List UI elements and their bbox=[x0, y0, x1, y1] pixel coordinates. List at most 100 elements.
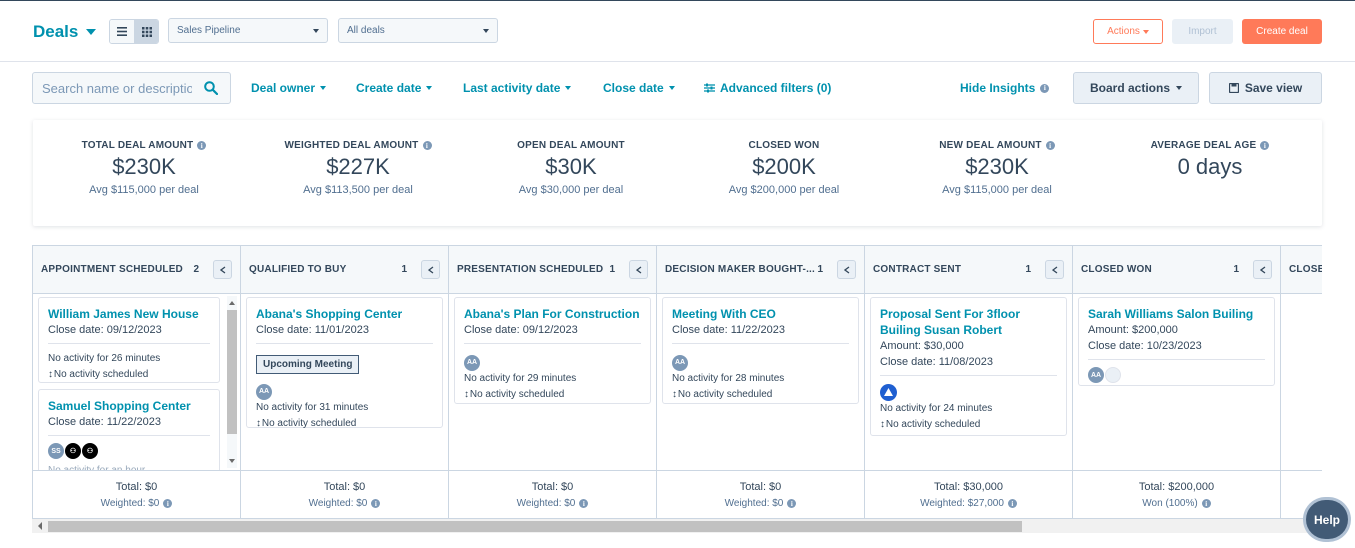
info-icon[interactable]: i bbox=[787, 499, 797, 508]
scrollbar-thumb[interactable] bbox=[227, 310, 237, 434]
create-deal-button[interactable]: Create deal bbox=[1242, 19, 1322, 44]
avatar[interactable]: AA bbox=[672, 354, 688, 371]
scroll-left-icon[interactable] bbox=[36, 521, 44, 531]
help-button[interactable]: Help bbox=[1306, 500, 1348, 539]
pipeline-select-value: Sales Pipeline bbox=[177, 25, 241, 36]
grid-icon bbox=[141, 26, 152, 37]
search-icon[interactable] bbox=[204, 81, 218, 95]
last-activity-date-filter[interactable]: Last activity date bbox=[463, 81, 572, 95]
column-count: 1 bbox=[817, 264, 823, 275]
board-actions-button[interactable]: Board actions bbox=[1073, 72, 1199, 104]
collapse-column-button[interactable] bbox=[213, 260, 232, 279]
collapse-column-button[interactable] bbox=[629, 260, 648, 279]
scroll-down-icon[interactable] bbox=[227, 457, 237, 465]
info-icon[interactable]: i bbox=[1007, 499, 1017, 508]
column-total: Total: $0 bbox=[531, 481, 574, 493]
deal-owner-filter[interactable]: Deal owner bbox=[251, 81, 327, 95]
deal-name-link[interactable]: Abana's Shopping Center bbox=[256, 307, 403, 321]
deal-card[interactable]: William James New House Close date: 09/1… bbox=[38, 297, 220, 383]
column-total: Total: $0 bbox=[739, 481, 782, 493]
deal-card[interactable]: Meeting With CEO Close date: 11/22/2023 … bbox=[662, 297, 859, 404]
hide-insights-button[interactable]: Hide Insights i bbox=[960, 81, 1050, 95]
user-silhouette-icon[interactable]: ⚇ bbox=[82, 443, 98, 459]
chevron-down-icon bbox=[313, 28, 319, 33]
collapse-column-button[interactable] bbox=[837, 260, 856, 279]
metric-label: WEIGHTED DEAL AMOUNT bbox=[284, 140, 419, 151]
company-logo-icon[interactable] bbox=[880, 383, 897, 401]
column-footer: Total: $0 Weighted: $0 i bbox=[449, 470, 656, 518]
deal-card[interactable]: Proposal Sent For 3floor Builing Susan R… bbox=[870, 297, 1067, 436]
deal-name-link[interactable]: William James New House bbox=[48, 307, 199, 321]
info-icon: i bbox=[1040, 83, 1050, 93]
save-view-button[interactable]: Save view bbox=[1209, 72, 1322, 104]
import-button[interactable]: Import bbox=[1172, 19, 1233, 44]
scheduled-activity-text: No activity scheduled bbox=[261, 417, 357, 429]
company-logo-icon[interactable] bbox=[1105, 367, 1121, 383]
deal-card[interactable]: Abana's Shopping Center Close date: 11/0… bbox=[246, 297, 443, 429]
scrollbar-thumb[interactable] bbox=[48, 521, 1022, 532]
info-icon[interactable]: i bbox=[579, 499, 589, 508]
column-title: APPOINTMENT SCHEDULED bbox=[41, 264, 183, 275]
column-title: CONTRACT SENT bbox=[873, 264, 962, 275]
chevron-down-icon bbox=[483, 28, 489, 33]
metric-closed-won: CLOSED WON $200K Avg $200,000 per deal bbox=[677, 140, 891, 196]
deal-name-link[interactable]: Samuel Shopping Center bbox=[48, 399, 191, 413]
info-icon[interactable]: i bbox=[1045, 141, 1055, 150]
pipeline-select[interactable]: Sales Pipeline bbox=[168, 18, 328, 43]
metric-total-deal-amount: TOTAL DEAL AMOUNT i $230K Avg $115,000 pe… bbox=[37, 140, 251, 196]
advanced-filters-button[interactable]: Advanced filters (0) bbox=[704, 81, 831, 95]
deal-name-link[interactable]: Sarah Williams Salon Builing bbox=[1088, 307, 1254, 321]
deal-close-date: Close date: 11/01/2023 bbox=[256, 324, 369, 336]
metric-value: 0 days bbox=[1177, 154, 1243, 179]
avatar[interactable]: AA bbox=[1088, 367, 1104, 383]
info-icon[interactable]: i bbox=[1260, 141, 1270, 150]
page-title[interactable]: Deals bbox=[33, 22, 97, 42]
board-view-button[interactable] bbox=[134, 20, 158, 43]
list-view-button[interactable] bbox=[110, 20, 134, 43]
column-scrollbar[interactable] bbox=[227, 296, 237, 468]
chevron-left-icon bbox=[635, 265, 641, 274]
info-icon[interactable]: i bbox=[163, 499, 173, 508]
view-select[interactable]: All deals bbox=[338, 18, 498, 43]
actions-button[interactable]: Actions bbox=[1093, 19, 1163, 44]
deal-owner-filter-label: Deal owner bbox=[251, 81, 316, 95]
scheduled-activity: ↕ No activity scheduled bbox=[880, 419, 981, 430]
chevron-down-icon bbox=[565, 86, 572, 90]
chevron-left-icon bbox=[1259, 265, 1265, 274]
board-horizontal-scrollbar[interactable] bbox=[32, 519, 1322, 533]
user-silhouette-icon[interactable]: ⚇ bbox=[65, 443, 81, 459]
deal-card[interactable]: Sarah Williams Salon Builing Amount: $20… bbox=[1078, 297, 1275, 386]
column-body: Abana's Shopping Center Close date: 11/0… bbox=[241, 294, 448, 470]
avatar[interactable]: SS bbox=[48, 443, 64, 459]
deal-name-link[interactable]: Proposal Sent For 3floor Builing Susan R… bbox=[880, 307, 1021, 337]
stage-column-appointment-scheduled: APPOINTMENT SCHEDULED 2 William James Ne… bbox=[33, 246, 241, 518]
insights-panel: TOTAL DEAL AMOUNT i $230K Avg $115,000 pe… bbox=[33, 120, 1322, 226]
metric-sub: Avg $115,000 per deal bbox=[942, 184, 1052, 196]
info-icon[interactable]: i bbox=[197, 141, 207, 150]
column-title: CLOSED WON bbox=[1081, 264, 1152, 275]
deal-name-link[interactable]: Abana's Plan For Construction bbox=[464, 307, 640, 321]
deal-name-link[interactable]: Meeting With CEO bbox=[672, 307, 776, 321]
column-total: Total: $30,000 bbox=[933, 481, 1004, 493]
metric-label: CLOSED WON bbox=[748, 140, 820, 151]
search-input[interactable] bbox=[42, 80, 192, 96]
close-date-filter[interactable]: Close date bbox=[603, 81, 675, 95]
avatar[interactable]: AA bbox=[464, 354, 480, 371]
scroll-up-icon[interactable] bbox=[227, 299, 237, 307]
divider bbox=[48, 435, 210, 436]
deal-card[interactable]: Abana's Plan For Construction Close date… bbox=[454, 297, 651, 404]
info-icon[interactable]: i bbox=[1201, 499, 1211, 508]
close-date-filter-label: Close date bbox=[603, 81, 664, 95]
column-title: CLOSE bbox=[1289, 264, 1322, 275]
collapse-column-button[interactable] bbox=[1045, 260, 1064, 279]
deal-card[interactable]: Samuel Shopping Center Close date: 11/22… bbox=[38, 389, 220, 479]
last-activity: No activity for 31 minutes bbox=[256, 401, 369, 413]
chevron-left-icon bbox=[1051, 265, 1057, 274]
info-icon[interactable]: i bbox=[371, 499, 381, 508]
collapse-column-button[interactable] bbox=[421, 260, 440, 279]
chevron-down-icon bbox=[320, 86, 327, 90]
collapse-column-button[interactable] bbox=[1253, 260, 1272, 279]
create-date-filter[interactable]: Create date bbox=[356, 81, 433, 95]
avatar[interactable]: AA bbox=[256, 383, 272, 400]
info-icon[interactable]: i bbox=[422, 141, 432, 150]
